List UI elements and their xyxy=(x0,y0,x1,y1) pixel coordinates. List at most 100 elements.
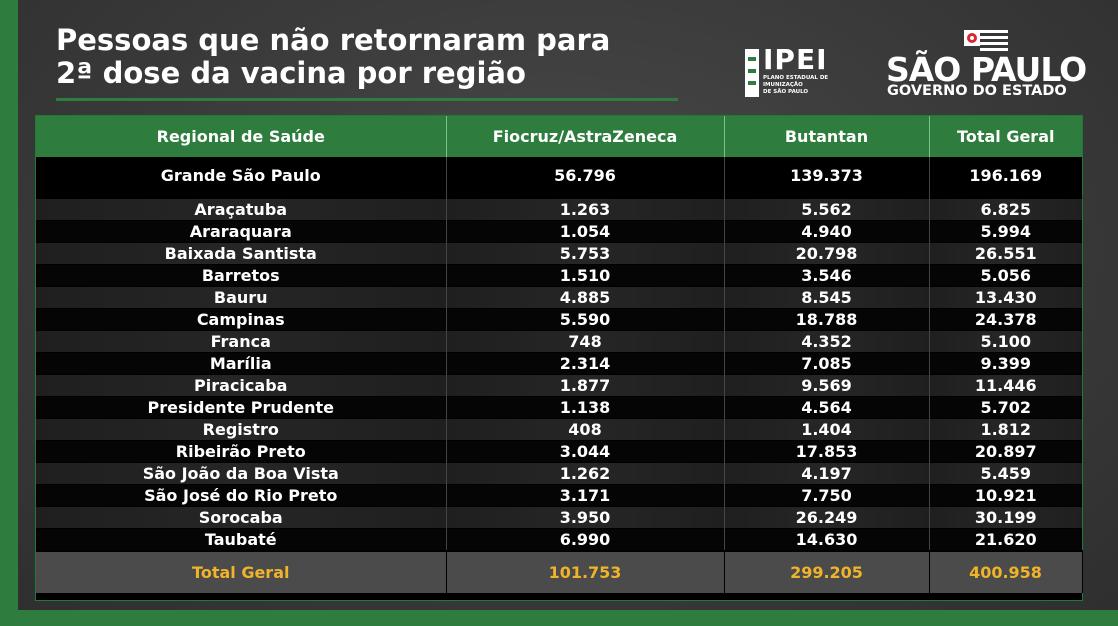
table-row: Taubaté 6.990 14.630 21.620 xyxy=(36,528,1082,551)
cell-total: 5.056 xyxy=(929,264,1082,287)
cell-butantan: 7.750 xyxy=(724,484,930,507)
table-header-row: Regional de Saúde Fiocruz/AstraZeneca Bu… xyxy=(36,116,1082,157)
table-row: Bauru 4.885 8.545 13.430 xyxy=(36,286,1082,309)
cell-total: 9.399 xyxy=(929,352,1082,375)
cell-region: Piracicaba xyxy=(36,374,447,397)
cell-butantan: 1.404 xyxy=(724,418,930,441)
cell-total: 5.702 xyxy=(929,396,1082,419)
cell-fiocruz: 5.753 xyxy=(446,242,725,265)
cell-fiocruz: 1.054 xyxy=(446,220,725,243)
ipei-word: IPEI xyxy=(763,43,828,76)
cell-total: 196.169 xyxy=(929,157,1082,195)
ipei-sub-line-3: DE SÃO PAULO xyxy=(763,89,809,95)
table-total-row: Total Geral 101.753 299.205 400.958 xyxy=(36,550,1083,593)
cell-region: Araraquara xyxy=(36,220,447,243)
cell-fiocruz: 3.171 xyxy=(446,484,725,507)
cell-butantan: 4.940 xyxy=(724,220,930,243)
cell-region: Baixada Santista xyxy=(36,242,447,265)
cell-total: 24.378 xyxy=(929,308,1082,331)
cell-total: 10.921 xyxy=(929,484,1082,507)
title-underline xyxy=(56,98,678,101)
cell-region: Taubaté xyxy=(36,528,447,551)
cell-butantan: 14.630 xyxy=(724,528,930,551)
cell-fiocruz: 2.314 xyxy=(446,352,725,375)
cell-region: Presidente Prudente xyxy=(36,396,447,419)
table-row: Campinas 5.590 18.788 24.378 xyxy=(36,308,1082,331)
sao-paulo-government-logo: SÃO PAULO GOVERNO DO ESTADO xyxy=(884,30,1087,102)
cell-butantan: 7.085 xyxy=(724,352,930,375)
table-row: Franca 748 4.352 5.100 xyxy=(36,330,1082,353)
table-row-featured: Grande São Paulo 56.796 139.373 196.169 xyxy=(36,157,1082,195)
cell-butantan: 139.373 xyxy=(724,157,930,195)
cell-butantan: 9.569 xyxy=(724,374,930,397)
cell-fiocruz: 6.990 xyxy=(446,528,725,551)
header-total: Total Geral xyxy=(929,116,1082,157)
cell-fiocruz: 1.138 xyxy=(446,396,725,419)
cell-butantan: 8.545 xyxy=(724,286,930,309)
cell-butantan: 20.798 xyxy=(724,242,930,265)
cell-butantan: 17.853 xyxy=(724,440,930,463)
vaccine-table: Regional de Saúde Fiocruz/AstraZeneca Bu… xyxy=(36,116,1083,593)
cell-region: Ribeirão Preto xyxy=(36,440,447,463)
sao-paulo-subtitle: GOVERNO DO ESTADO xyxy=(887,83,1067,99)
table-row: São José do Rio Preto 3.171 7.750 10.921 xyxy=(36,484,1082,507)
cell-region: Registro xyxy=(36,418,447,441)
cell-butantan: 4.197 xyxy=(724,462,930,485)
cell-fiocruz: 1.877 xyxy=(446,374,725,397)
header-regional: Regional de Saúde xyxy=(36,116,447,157)
cell-fiocruz: 748 xyxy=(446,330,725,353)
left-accent-bar xyxy=(0,0,18,626)
table-row: Araraquara 1.054 4.940 5.994 xyxy=(36,220,1082,243)
cell-butantan: 4.564 xyxy=(724,396,930,419)
title-line-1: Pessoas que não retornaram para xyxy=(56,23,611,57)
cell-fiocruz: 56.796 xyxy=(446,157,725,195)
cell-fiocruz: 3.950 xyxy=(446,506,725,529)
header-fiocruz: Fiocruz/AstraZeneca xyxy=(446,116,725,157)
cell-total: 21.620 xyxy=(929,528,1082,551)
total-butantan: 299.205 xyxy=(724,550,930,593)
cell-fiocruz: 5.590 xyxy=(446,308,725,331)
table-row: São João da Boa Vista 1.262 4.197 5.459 xyxy=(36,462,1082,485)
ipei-logo: IPEI PLANO ESTADUAL DE IMUNIZAÇÃO DE SÃO… xyxy=(745,43,835,101)
cell-fiocruz: 408 xyxy=(446,418,725,441)
cell-region: Grande São Paulo xyxy=(36,157,447,195)
total-label: Total Geral xyxy=(36,550,447,593)
cell-total: 11.446 xyxy=(929,374,1082,397)
cell-region: Franca xyxy=(36,330,447,353)
page-title: Pessoas que não retornaram para 2ª dose … xyxy=(56,24,696,90)
title-line-2: 2ª dose da vacina por região xyxy=(56,56,526,90)
total-fiocruz: 101.753 xyxy=(446,550,725,593)
table-row: Registro 408 1.404 1.812 xyxy=(36,418,1082,441)
cell-total: 5.459 xyxy=(929,462,1082,485)
cell-butantan: 5.562 xyxy=(724,198,930,221)
cell-region: Araçatuba xyxy=(36,198,447,221)
cell-total: 5.100 xyxy=(929,330,1082,353)
vaccine-table-container: Regional de Saúde Fiocruz/AstraZeneca Bu… xyxy=(35,115,1083,601)
cell-total: 30.199 xyxy=(929,506,1082,529)
cell-butantan: 26.249 xyxy=(724,506,930,529)
bottom-accent-bar xyxy=(18,610,1118,626)
table-row: Baixada Santista 5.753 20.798 26.551 xyxy=(36,242,1082,265)
cell-fiocruz: 1.262 xyxy=(446,462,725,485)
table-row: Ribeirão Preto 3.044 17.853 20.897 xyxy=(36,440,1082,463)
cell-region: Bauru xyxy=(36,286,447,309)
cell-total: 1.812 xyxy=(929,418,1082,441)
cell-total: 26.551 xyxy=(929,242,1082,265)
table-spacer xyxy=(36,195,1083,199)
cell-fiocruz: 4.885 xyxy=(446,286,725,309)
ipei-mark-icon xyxy=(745,49,759,97)
cell-region: Marília xyxy=(36,352,447,375)
cell-region: São João da Boa Vista xyxy=(36,462,447,485)
ipei-sub-line-1: PLANO ESTADUAL DE xyxy=(763,75,829,81)
ipei-sub-line-2: IMUNIZAÇÃO xyxy=(763,82,803,88)
table-row: Piracicaba 1.877 9.569 11.446 xyxy=(36,374,1082,397)
sao-paulo-flag-icon xyxy=(964,30,1008,51)
table-row: Araçatuba 1.263 5.562 6.825 xyxy=(36,198,1082,221)
table-row: Presidente Prudente 1.138 4.564 5.702 xyxy=(36,396,1082,419)
cell-region: São José do Rio Preto xyxy=(36,484,447,507)
sao-paulo-title: SÃO PAULO xyxy=(886,50,1087,89)
cell-fiocruz: 3.044 xyxy=(446,440,725,463)
ipei-subtitle: PLANO ESTADUAL DE IMUNIZAÇÃO DE SÃO PAUL… xyxy=(763,75,835,96)
cell-region: Barretos xyxy=(36,264,447,287)
table-row: Barretos 1.510 3.546 5.056 xyxy=(36,264,1082,287)
